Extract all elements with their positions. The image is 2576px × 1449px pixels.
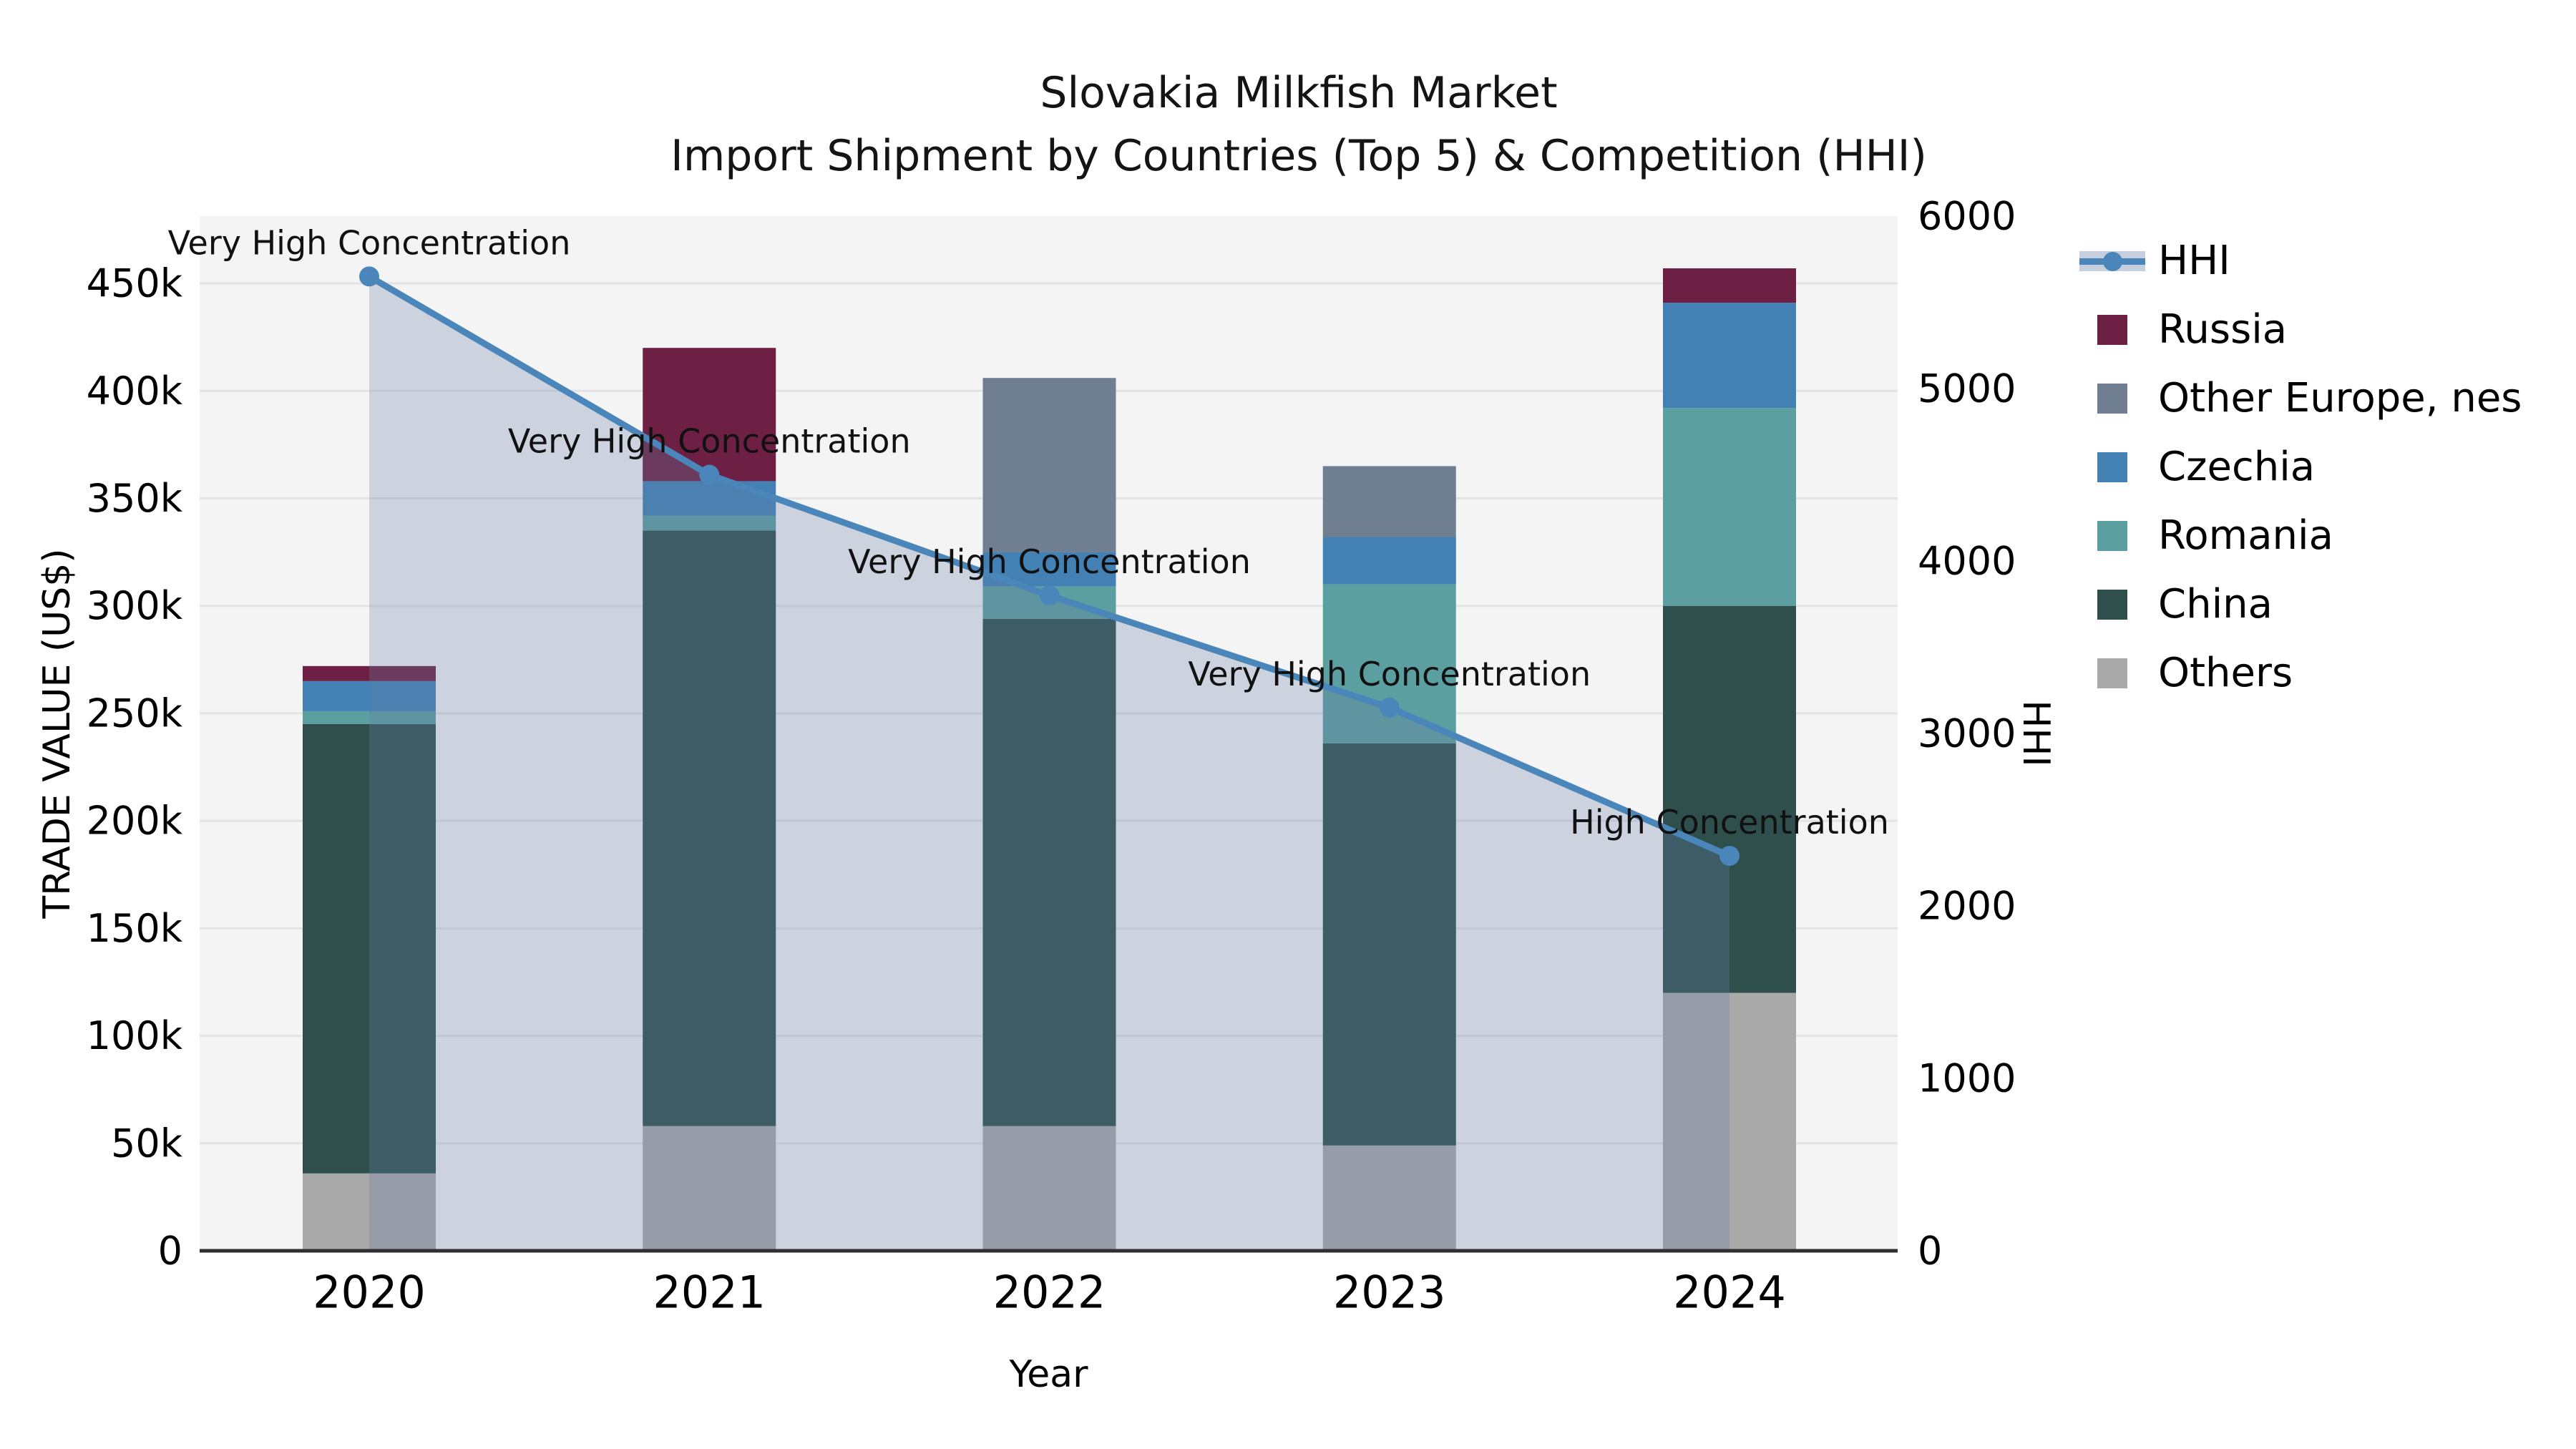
bar-segment-other-europe-nes-2023 — [1322, 466, 1456, 537]
hhi-point-2024 — [1719, 846, 1740, 867]
x-tick-label: 2021 — [653, 1267, 766, 1319]
legend-label: HHI — [2158, 238, 2230, 284]
annotation-2023: Very High Concentration — [1188, 655, 1591, 693]
y-left-tick-label: 300k — [87, 583, 183, 628]
y-left-tick-label: 50k — [111, 1121, 183, 1166]
legend-line-marker-icon — [2079, 227, 2145, 296]
bar-segment-china-2024 — [1663, 605, 1796, 993]
bar-segment-others-2022 — [982, 1126, 1116, 1251]
legend-swatch-icon — [2079, 296, 2145, 364]
bar-segment-china-2020 — [303, 723, 436, 1174]
bar-segment-china-2021 — [643, 530, 776, 1126]
legend-label: Others — [2158, 650, 2293, 696]
hhi-area-fill — [369, 276, 1729, 1252]
x-axis-title: Year — [1008, 1353, 1088, 1396]
legend-swatch-icon — [2079, 639, 2145, 708]
annotation-2024: High Concentration — [1570, 803, 1889, 841]
bar-segment-russia-2020 — [303, 665, 436, 681]
legend-color-square-icon — [2097, 658, 2127, 688]
bar-segment-czechia-2023 — [1322, 537, 1456, 585]
legend-item-russia: Russia — [2079, 296, 2522, 364]
legend-label: China — [2158, 581, 2273, 628]
legend-label: Czechia — [2158, 444, 2316, 490]
y-right-axis-title: HHI — [2014, 700, 2057, 767]
y-left-tick-label: 350k — [87, 476, 183, 521]
bar-segment-czechia-2021 — [643, 481, 776, 516]
y-left-tick-label: 450k — [87, 261, 183, 306]
legend-color-square-icon — [2097, 590, 2127, 620]
legend-color-square-icon — [2097, 452, 2127, 482]
hhi-point-2021 — [699, 464, 720, 485]
legend-swatch-icon — [2079, 502, 2145, 570]
bar-segment-other-europe-nes-2022 — [982, 378, 1116, 552]
y-left-tick-label: 250k — [87, 691, 183, 736]
y-right-tick-label: 1000 — [1918, 1056, 2016, 1101]
legend-color-square-icon — [2097, 384, 2127, 414]
bar-segment-russia-2024 — [1663, 268, 1796, 303]
legend-label: Romania — [2158, 512, 2333, 559]
bar-segment-others-2024 — [1663, 992, 1796, 1251]
y-left-tick-label: 150k — [87, 906, 183, 951]
x-tick-label: 2023 — [1333, 1267, 1446, 1319]
y-right-tick-label: 0 — [1918, 1229, 1942, 1274]
hhi-point-2023 — [1379, 697, 1400, 718]
x-tick-label: 2020 — [313, 1267, 426, 1319]
legend-swatch-icon — [2079, 364, 2145, 433]
legend: HHI Russia Other Europe, nes Czechia Romania… — [2079, 227, 2522, 708]
bar-segment-others-2020 — [303, 1173, 436, 1251]
y-left-tick-label: 100k — [87, 1013, 183, 1058]
legend-color-square-icon — [2097, 521, 2127, 551]
y-left-tick-label: 400k — [87, 369, 183, 414]
bar-segment-others-2023 — [1322, 1145, 1456, 1251]
legend-marker-dot-icon — [2103, 252, 2122, 271]
legend-swatch-icon — [2079, 433, 2145, 502]
annotation-2021: Very High Concentration — [508, 422, 911, 461]
y-right-tick-label: 4000 — [1918, 539, 2016, 584]
bar-segment-czechia-2020 — [303, 680, 436, 711]
legend-swatch-icon — [2079, 570, 2145, 639]
y-right-tick-label: 2000 — [1918, 884, 2016, 929]
bar-segment-china-2022 — [982, 618, 1116, 1126]
legend-item-romania: Romania — [2079, 502, 2522, 570]
bar-segment-russia-2021 — [643, 348, 776, 482]
hhi-point-2020 — [359, 266, 379, 287]
bar-segment-china-2023 — [1322, 743, 1456, 1146]
y-right-tick-label: 3000 — [1918, 711, 2016, 756]
legend-item-other-europe-nes: Other Europe, nes — [2079, 364, 2522, 433]
bar-segment-romania-2024 — [1663, 408, 1796, 606]
y-right-tick-label: 5000 — [1918, 366, 2016, 411]
x-tick-label: 2022 — [993, 1267, 1106, 1319]
bar-segment-czechia-2024 — [1663, 303, 1796, 409]
chart-title-line2: Import Shipment by Countries (Top 5) & C… — [670, 131, 1927, 181]
legend-item-china: China — [2079, 570, 2522, 639]
bar-segment-romania-2021 — [643, 515, 776, 531]
legend-item-hhi: HHI — [2079, 227, 2522, 296]
legend-label: Russia — [2158, 306, 2288, 353]
legend-label: Other Europe, nes — [2158, 375, 2522, 421]
legend-color-square-icon — [2097, 315, 2127, 345]
bar-segment-romania-2020 — [303, 711, 436, 724]
y-left-axis-title: TRADE VALUE (US$) — [36, 548, 79, 919]
x-tick-label: 2024 — [1673, 1267, 1786, 1319]
y-left-tick-label: 0 — [158, 1229, 182, 1274]
annotation-2022: Very High Concentration — [848, 542, 1251, 581]
y-left-tick-label: 200k — [87, 799, 183, 844]
hhi-point-2022 — [1039, 585, 1060, 606]
bar-segment-others-2021 — [643, 1126, 776, 1251]
y-right-tick-label: 6000 — [1918, 194, 2016, 239]
legend-item-others: Others — [2079, 639, 2522, 708]
annotation-2020: Very High Concentration — [168, 223, 571, 262]
legend-item-czechia: Czechia — [2079, 433, 2522, 502]
chart-title-line1: Slovakia Milkfish Market — [1040, 68, 1558, 118]
